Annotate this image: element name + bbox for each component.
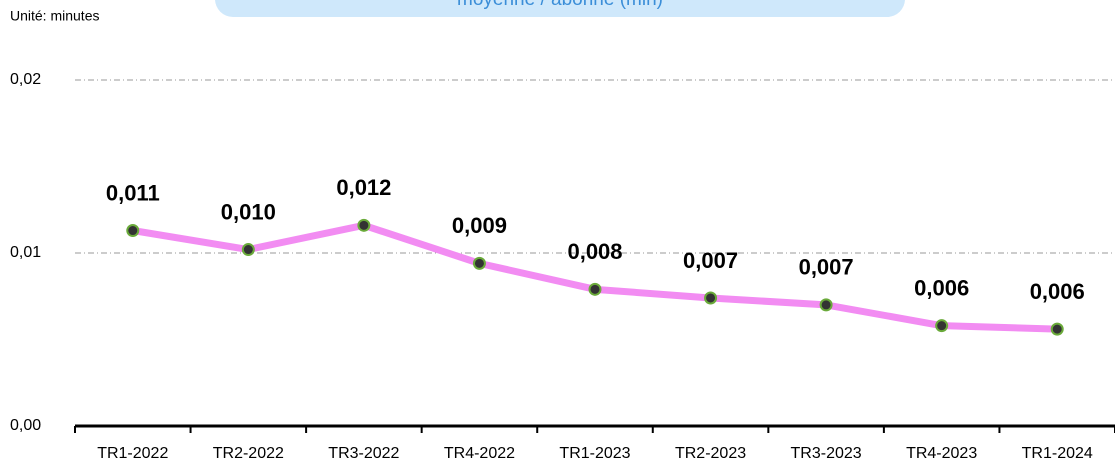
x-tick-label: TR2-2022	[213, 445, 284, 462]
x-tick-label: TR2-2023	[675, 445, 746, 462]
data-label: 0,011	[106, 180, 160, 205]
x-tick-label: TR1-2024	[1022, 445, 1093, 462]
marker	[472, 256, 486, 270]
x-tick-label: TR3-2022	[328, 445, 399, 462]
x-tick-label: TR4-2022	[444, 445, 515, 462]
data-label: 0,007	[799, 255, 854, 280]
x-tick-label: TR3-2023	[791, 445, 862, 462]
marker	[126, 224, 140, 238]
marker	[1050, 322, 1064, 336]
data-label: 0,007	[683, 248, 738, 273]
marker	[241, 243, 255, 257]
data-label: 0,008	[567, 239, 622, 264]
x-tick-label: TR1-2022	[97, 445, 168, 462]
marker	[935, 319, 949, 333]
data-label: 0,012	[336, 175, 391, 200]
data-label: 0,006	[914, 275, 969, 300]
y-tick-label: 0,01	[10, 244, 41, 261]
y-tick-label: 0,00	[10, 417, 41, 434]
x-tick-label: TR1-2023	[559, 445, 630, 462]
data-label: 0,010	[221, 199, 276, 224]
marker	[588, 282, 602, 296]
marker	[819, 298, 833, 312]
x-tick-label: TR4-2023	[906, 445, 977, 462]
data-label: 0,009	[452, 213, 507, 238]
title-box	[215, 0, 905, 17]
unit-label: Unité: minutes	[10, 8, 99, 24]
y-tick-label: 0,02	[10, 71, 41, 88]
marker	[357, 218, 371, 232]
data-label: 0,006	[1030, 279, 1085, 304]
marker	[704, 291, 718, 305]
chart-title: moyenne / abonné (min)	[457, 0, 663, 10]
